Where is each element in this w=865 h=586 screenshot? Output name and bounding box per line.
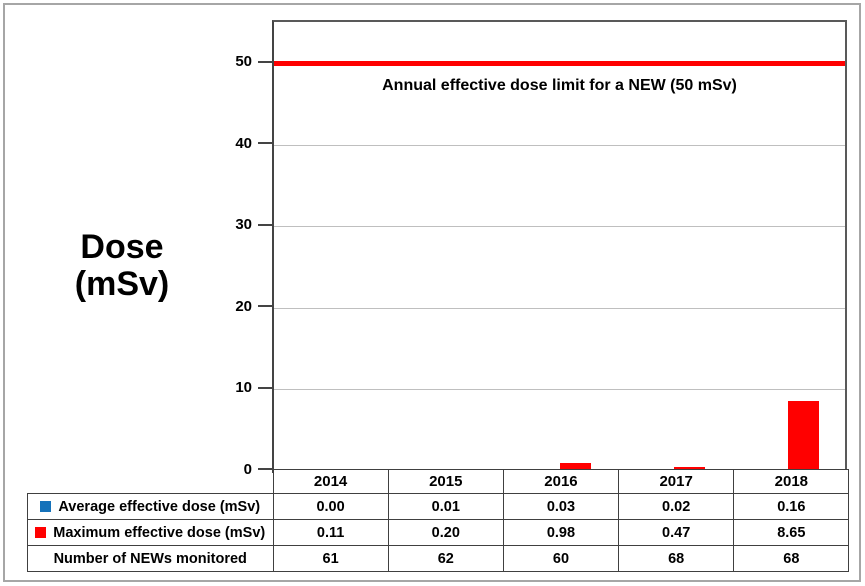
legend-swatch-maximum (35, 526, 47, 538)
table-cell-maximum-2016: 0.98 (502, 519, 620, 546)
y-tick-mark-20 (258, 305, 272, 308)
table-cell-news-monitored-2015: 62 (387, 545, 504, 572)
bar-maximum-2018 (787, 400, 819, 471)
legend-swatch-average (40, 500, 52, 512)
y-tick-mark-50 (258, 60, 272, 63)
y-tick-mark-0 (258, 468, 272, 470)
data-table: 2014 2015 2016 2017 2018 Average effective do… (27, 469, 850, 572)
row-label-text-average: Average effective dose (mSv) (58, 498, 261, 515)
year-header-2016: 2016 (502, 469, 620, 494)
y-tick-mark-30 (258, 223, 272, 226)
y-tick-label-30: 30 (235, 216, 252, 234)
y-tick-label-40: 40 (235, 134, 252, 152)
gridline-40 (274, 144, 845, 146)
row-label-text-maximum: Maximum effective dose (mSv) (53, 524, 266, 541)
table-cell-maximum-2014: 0.11 (272, 519, 389, 546)
y-axis-title: Dose (mSv) (22, 229, 222, 303)
y-axis-title-line1: Dose (80, 228, 164, 266)
y-tick-label-10: 10 (235, 379, 252, 396)
table-cell-news-monitored-2014: 61 (272, 545, 389, 572)
table-cell-news-monitored-2017: 68 (618, 545, 735, 572)
y-tick-label-0: 0 (243, 460, 252, 478)
table-cell-average-2016: 0.03 (502, 493, 620, 520)
table-cell-news-monitored-2016: 60 (502, 545, 620, 572)
gridline-30 (274, 226, 845, 228)
y-tick-label-50: 50 (235, 53, 252, 71)
row-label-text-news-monitored: Number of NEWs monitored (53, 550, 247, 567)
bar-maximum-2016 (559, 463, 591, 471)
gridline-10 (274, 389, 845, 390)
row-label-news-monitored: Number of NEWs monitored (27, 545, 274, 572)
plot-area: Annual effective dose limit for a NEW (5… (272, 20, 847, 473)
table-cell-average-2014: 0.00 (272, 493, 389, 520)
table-cell-news-monitored-2018: 68 (733, 545, 850, 572)
row-label-average: Average effective dose (mSv) (27, 493, 274, 520)
year-header-2015: 2015 (387, 469, 504, 494)
y-tick-mark-10 (258, 386, 272, 389)
y-tick-label-20: 20 (235, 297, 252, 315)
y-axis-title-line2: (mSv) (74, 265, 170, 303)
dose-limit-label: Annual effective dose limit for a NEW (5… (382, 77, 737, 94)
y-tick-mark-40 (258, 142, 272, 145)
gridline-20 (274, 307, 845, 309)
dose-limit-line (274, 61, 845, 67)
table-cell-maximum-2018: 8.65 (733, 519, 850, 546)
year-header-2014: 2014 (272, 469, 389, 494)
table-cell-maximum-2015: 0.20 (387, 519, 504, 546)
table-cell-average-2017: 0.02 (618, 493, 735, 520)
year-header-2017: 2017 (618, 469, 735, 494)
table-cell-maximum-2017: 0.47 (618, 519, 735, 546)
table-cell-average-2015: 0.01 (387, 493, 504, 520)
table-corner-blank (28, 470, 274, 494)
year-header-2018: 2018 (733, 469, 850, 494)
row-label-maximum: Maximum effective dose (mSv) (27, 519, 274, 546)
table-cell-average-2018: 0.16 (733, 493, 850, 520)
